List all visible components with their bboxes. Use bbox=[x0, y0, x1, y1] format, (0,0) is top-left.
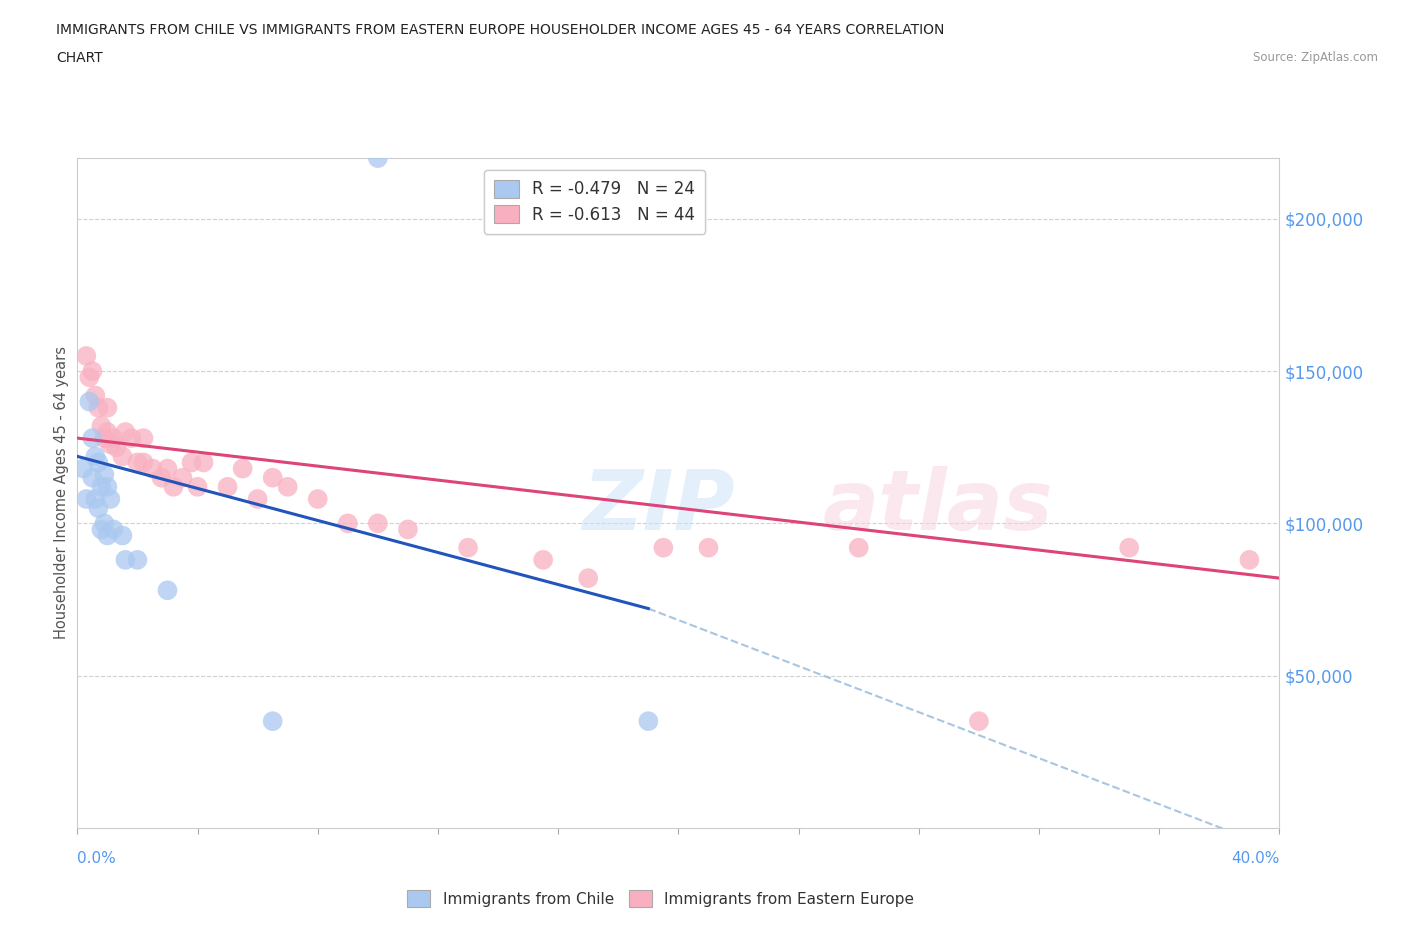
Point bbox=[180, 455, 202, 470]
Point bbox=[186, 479, 209, 494]
Point bbox=[637, 713, 659, 728]
Point bbox=[111, 528, 134, 543]
Point bbox=[93, 467, 115, 482]
Y-axis label: Householder Income Ages 45 - 64 years: Householder Income Ages 45 - 64 years bbox=[53, 346, 69, 640]
Point bbox=[84, 449, 107, 464]
Point bbox=[217, 479, 239, 494]
Point bbox=[96, 400, 118, 415]
Point bbox=[531, 552, 554, 567]
Point bbox=[150, 471, 173, 485]
Legend: Immigrants from Chile, Immigrants from Eastern Europe: Immigrants from Chile, Immigrants from E… bbox=[401, 884, 921, 913]
Point bbox=[576, 571, 599, 586]
Point bbox=[127, 455, 149, 470]
Point bbox=[697, 540, 720, 555]
Point bbox=[82, 431, 104, 445]
Point bbox=[246, 492, 269, 507]
Point bbox=[262, 471, 284, 485]
Point bbox=[79, 394, 101, 409]
Point bbox=[156, 461, 179, 476]
Point bbox=[75, 492, 97, 507]
Point bbox=[367, 516, 389, 531]
Point bbox=[82, 471, 104, 485]
Point bbox=[75, 349, 97, 364]
Point bbox=[100, 437, 122, 452]
Point bbox=[84, 492, 107, 507]
Text: atlas: atlas bbox=[823, 466, 1053, 547]
Text: CHART: CHART bbox=[56, 51, 103, 65]
Point bbox=[232, 461, 254, 476]
Point bbox=[114, 425, 136, 440]
Point bbox=[96, 479, 118, 494]
Point bbox=[141, 461, 163, 476]
Point bbox=[90, 479, 112, 494]
Point bbox=[93, 431, 115, 445]
Point bbox=[307, 492, 329, 507]
Text: 0.0%: 0.0% bbox=[77, 851, 117, 866]
Point bbox=[84, 388, 107, 403]
Point bbox=[193, 455, 215, 470]
Point bbox=[457, 540, 479, 555]
Point bbox=[120, 431, 142, 445]
Point bbox=[93, 516, 115, 531]
Point bbox=[132, 455, 155, 470]
Point bbox=[262, 713, 284, 728]
Point bbox=[1118, 540, 1140, 555]
Point bbox=[156, 583, 179, 598]
Point bbox=[127, 552, 149, 567]
Point bbox=[114, 552, 136, 567]
Legend: R = -0.479   N = 24, R = -0.613   N = 44: R = -0.479 N = 24, R = -0.613 N = 44 bbox=[484, 170, 704, 233]
Point bbox=[87, 500, 110, 515]
Point bbox=[72, 461, 94, 476]
Text: Source: ZipAtlas.com: Source: ZipAtlas.com bbox=[1253, 51, 1378, 64]
Point bbox=[90, 522, 112, 537]
Point bbox=[162, 479, 184, 494]
Text: 40.0%: 40.0% bbox=[1232, 851, 1279, 866]
Point bbox=[87, 455, 110, 470]
Point bbox=[105, 440, 128, 455]
Point bbox=[100, 492, 122, 507]
Point bbox=[277, 479, 299, 494]
Point bbox=[396, 522, 419, 537]
Point bbox=[967, 713, 990, 728]
Point bbox=[367, 151, 389, 166]
Point bbox=[87, 400, 110, 415]
Point bbox=[132, 431, 155, 445]
Point bbox=[172, 471, 194, 485]
Point bbox=[103, 431, 125, 445]
Point bbox=[82, 364, 104, 379]
Point bbox=[103, 522, 125, 537]
Point bbox=[96, 425, 118, 440]
Point bbox=[652, 540, 675, 555]
Point bbox=[336, 516, 359, 531]
Point bbox=[96, 528, 118, 543]
Point bbox=[79, 370, 101, 385]
Text: IMMIGRANTS FROM CHILE VS IMMIGRANTS FROM EASTERN EUROPE HOUSEHOLDER INCOME AGES : IMMIGRANTS FROM CHILE VS IMMIGRANTS FROM… bbox=[56, 23, 945, 37]
Point bbox=[1239, 552, 1261, 567]
Point bbox=[111, 449, 134, 464]
Point bbox=[90, 418, 112, 433]
Text: ZIP: ZIP bbox=[582, 466, 735, 547]
Point bbox=[848, 540, 870, 555]
